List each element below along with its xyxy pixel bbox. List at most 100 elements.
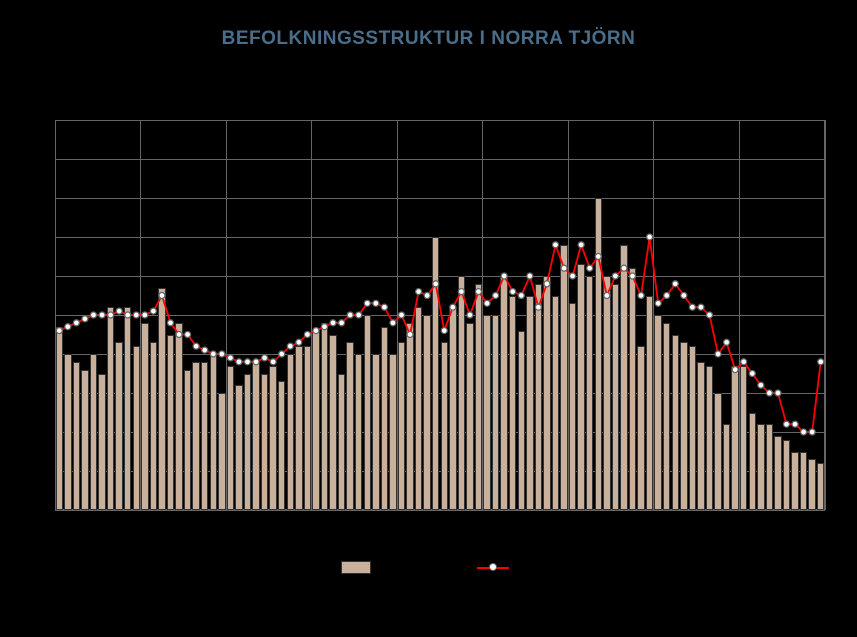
line-series-marker [219, 351, 225, 357]
line-series-marker [159, 293, 165, 299]
line-series-marker [108, 312, 114, 318]
line-series-marker [185, 332, 191, 338]
line-series-marker [766, 390, 772, 396]
line-series-marker [758, 382, 764, 388]
xtick-label: 60 [562, 514, 574, 526]
ytick-label: 90 [34, 152, 47, 166]
line-series-marker [484, 300, 490, 306]
line-series-marker [142, 312, 148, 318]
line-series-marker [732, 367, 738, 373]
line-series-marker [638, 293, 644, 299]
line-series-marker [116, 308, 122, 314]
line-series-marker [304, 332, 310, 338]
line-series-marker [655, 300, 661, 306]
ytick-label: 40 [34, 347, 47, 361]
line-series-marker [56, 328, 62, 334]
line-series-marker [450, 304, 456, 310]
line-series-marker [801, 429, 807, 435]
y-axis-label: Antal [10, 285, 25, 315]
line-series-marker [518, 293, 524, 299]
line-series-marker [399, 312, 405, 318]
line-series-marker [621, 265, 627, 271]
line-series-marker [65, 324, 71, 330]
line-series-marker [612, 273, 618, 279]
line-series-marker [236, 359, 242, 365]
line-series-marker [681, 293, 687, 299]
plot-area [55, 120, 825, 510]
line-series-marker [604, 293, 610, 299]
line-series-marker [501, 273, 507, 279]
line-series-marker [715, 351, 721, 357]
line-series-marker [467, 312, 473, 318]
line-series-marker [535, 304, 541, 310]
line-series-marker [99, 312, 105, 318]
line-series-marker [476, 289, 482, 295]
line-series-marker [510, 289, 516, 295]
line-series-marker [390, 320, 396, 326]
line-series-marker [253, 359, 259, 365]
legend: Norra Tjörn [0, 560, 857, 579]
line-series-marker [544, 281, 550, 287]
line-series-marker [647, 234, 653, 240]
line-series-marker [441, 328, 447, 334]
legend-line-marker [489, 563, 497, 571]
line-series-marker [347, 312, 353, 318]
legend-bar-label: Norra Tjörn [378, 560, 444, 575]
xtick-label: 0 [52, 514, 58, 526]
line-series-marker [245, 359, 251, 365]
ytick-label: 50 [34, 308, 47, 322]
xtick-label: 70 [648, 514, 660, 526]
xtick-label: 10 [134, 514, 146, 526]
line-series-marker [587, 265, 593, 271]
line-series-marker [313, 328, 319, 334]
legend-item-bar: Norra Tjörn [341, 560, 444, 575]
line-series-marker [424, 293, 430, 299]
line-series-marker [339, 320, 345, 326]
line-series-marker [578, 242, 584, 248]
chart-title: BEFOLKNINGSSTRUKTUR I NORRA TJÖRN [0, 28, 857, 50]
line-series-marker [553, 242, 559, 248]
line-series-marker [125, 312, 131, 318]
line-series-marker [561, 265, 567, 271]
legend-bar-swatch [341, 561, 371, 574]
line-series-marker [527, 273, 533, 279]
line-series-marker [270, 359, 276, 365]
line-series-marker [407, 332, 413, 338]
line-series-path [59, 237, 820, 432]
line-series-marker [296, 339, 302, 345]
xtick-label: 30 [306, 514, 318, 526]
x-axis-label: Ålder [55, 532, 825, 547]
ytick-label: 0 [40, 503, 47, 517]
line-series-marker [210, 351, 216, 357]
line-series-marker [595, 254, 601, 260]
line-series-marker [381, 304, 387, 310]
line-series-marker [433, 281, 439, 287]
line-series-marker [279, 351, 285, 357]
ytick-label: 70 [34, 230, 47, 244]
line-series-marker [262, 355, 268, 361]
line-series-marker [775, 390, 781, 396]
line-series-marker [493, 293, 499, 299]
line-series-marker [287, 343, 293, 349]
legend-line-swatch [477, 562, 509, 574]
line-series-marker [416, 289, 422, 295]
line-series-marker [330, 320, 336, 326]
ytick-label: 10 [34, 464, 47, 478]
xtick-label: 20 [220, 514, 232, 526]
line-layer [55, 120, 825, 510]
line-series-marker [672, 281, 678, 287]
ytick-label: 100 [27, 113, 47, 127]
xtick-label: 50 [477, 514, 489, 526]
line-series-marker [356, 312, 362, 318]
xtick-label: 80 [733, 514, 745, 526]
line-series-marker [82, 316, 88, 322]
xtick-label: 90 [819, 514, 831, 526]
line-series-marker [364, 300, 370, 306]
line-series-marker [202, 347, 208, 353]
line-series-marker [809, 429, 815, 435]
line-series-marker [73, 320, 79, 326]
line-series-marker [698, 304, 704, 310]
line-series-marker [707, 312, 713, 318]
ytick-label: 30 [34, 386, 47, 400]
xtick-label: 40 [391, 514, 403, 526]
